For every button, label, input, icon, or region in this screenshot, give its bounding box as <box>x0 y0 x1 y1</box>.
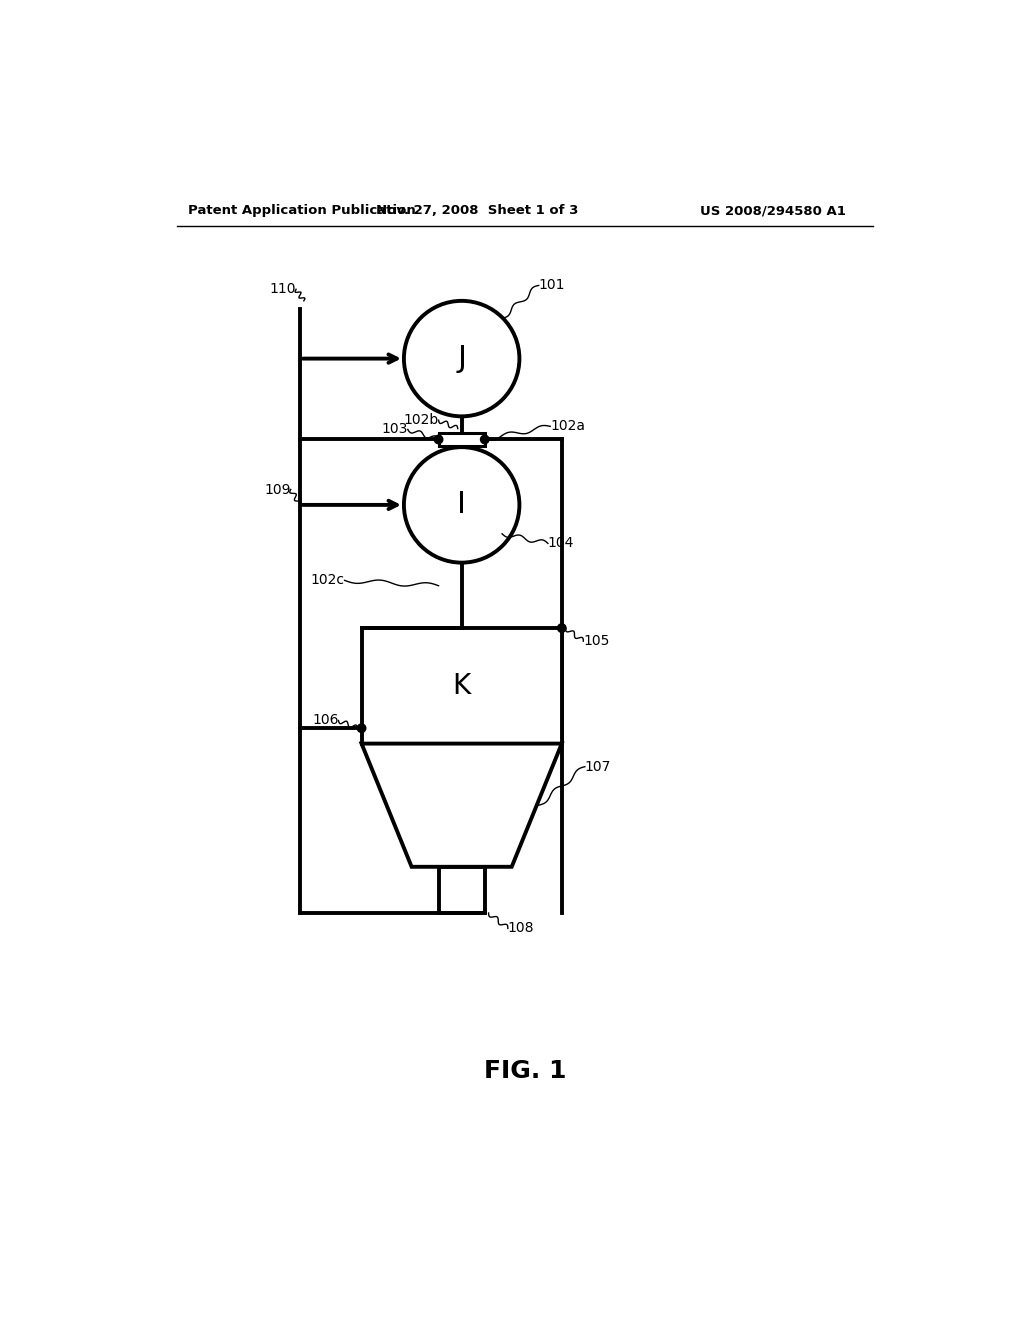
Text: 107: 107 <box>585 760 611 774</box>
Bar <box>438 867 484 913</box>
Polygon shape <box>361 743 562 867</box>
Circle shape <box>403 447 519 562</box>
Text: K: K <box>453 672 471 700</box>
Text: 110: 110 <box>269 282 296 296</box>
Text: 105: 105 <box>584 634 609 648</box>
Text: FIG. 1: FIG. 1 <box>483 1059 566 1082</box>
Text: 102b: 102b <box>403 413 438 428</box>
Text: 103: 103 <box>381 422 408 437</box>
Text: US 2008/294580 A1: US 2008/294580 A1 <box>700 205 846 218</box>
Circle shape <box>557 624 566 632</box>
Text: 102c: 102c <box>310 573 345 587</box>
Text: 108: 108 <box>508 921 535 936</box>
Bar <box>361 628 562 743</box>
Circle shape <box>434 436 442 444</box>
Circle shape <box>357 723 366 733</box>
Text: 104: 104 <box>548 536 574 550</box>
Text: 102a: 102a <box>550 420 585 433</box>
Circle shape <box>403 301 519 416</box>
Text: Nov. 27, 2008  Sheet 1 of 3: Nov. 27, 2008 Sheet 1 of 3 <box>376 205 579 218</box>
Text: Patent Application Publication: Patent Application Publication <box>188 205 416 218</box>
FancyBboxPatch shape <box>438 433 484 446</box>
Text: J: J <box>457 345 466 374</box>
Text: 106: 106 <box>312 714 339 727</box>
Text: 101: 101 <box>539 279 565 293</box>
Text: 109: 109 <box>264 483 291 496</box>
Text: I: I <box>457 491 466 519</box>
Circle shape <box>480 436 489 444</box>
